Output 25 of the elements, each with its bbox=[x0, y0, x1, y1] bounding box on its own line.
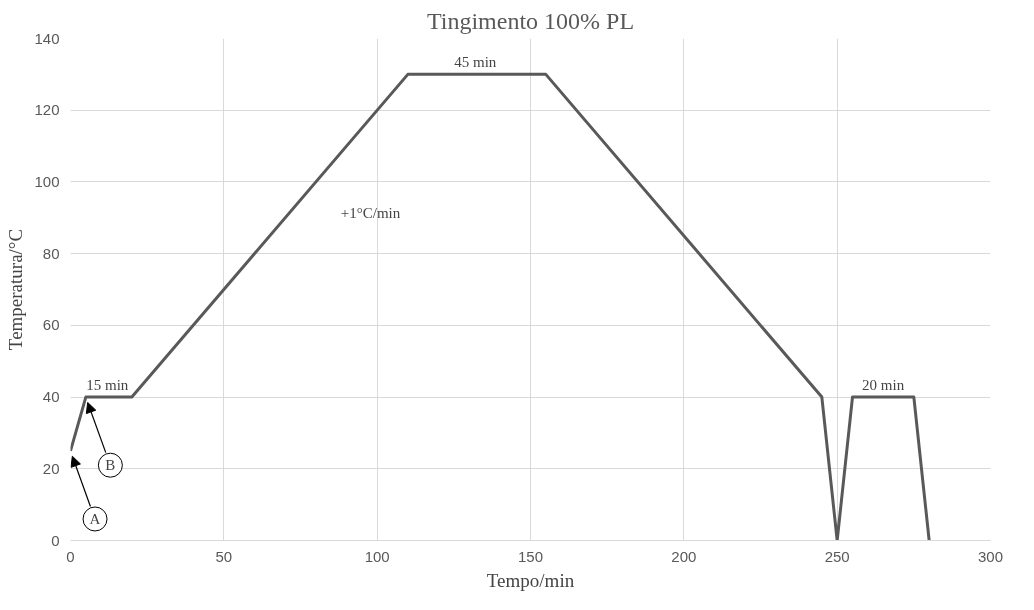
x-tick-label: 150 bbox=[517, 547, 544, 565]
y-axis-title: Temperatura/°C bbox=[5, 228, 27, 351]
y-tick-label: 60 bbox=[42, 316, 60, 334]
x-tick-label: 300 bbox=[977, 547, 1004, 565]
annotation: 45 min bbox=[454, 54, 497, 71]
annotation: B bbox=[105, 457, 116, 474]
x-tick-label: 250 bbox=[824, 547, 850, 565]
x-tick-label: 200 bbox=[671, 547, 697, 565]
annotation: A bbox=[89, 510, 101, 527]
annotation: 20 min bbox=[862, 377, 905, 394]
chart-title: Tingimento 100% PL bbox=[426, 7, 635, 34]
y-tick-label: 20 bbox=[42, 459, 60, 477]
y-tick-label: 40 bbox=[42, 388, 60, 406]
y-tick-label: 100 bbox=[34, 172, 60, 190]
x-axis-title: Tempo/min bbox=[486, 569, 575, 591]
y-tick-label: 120 bbox=[34, 101, 60, 119]
line-series bbox=[70, 72, 931, 541]
x-tick-label: 0 bbox=[66, 547, 75, 565]
y-tick-label: 0 bbox=[51, 531, 60, 549]
annotation: +1°C/min bbox=[340, 204, 401, 221]
y-tick-label: 140 bbox=[34, 29, 60, 47]
x-tick-label: 50 bbox=[215, 547, 233, 565]
y-tick-label: 80 bbox=[42, 244, 60, 262]
x-tick-label: 100 bbox=[364, 547, 390, 565]
annotation: 15 min bbox=[86, 377, 129, 394]
